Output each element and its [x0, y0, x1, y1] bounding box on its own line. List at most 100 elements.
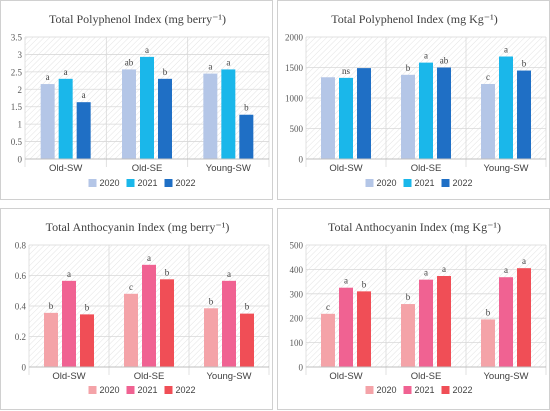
y-tick-label: 400: [290, 265, 304, 275]
legend-swatch: [441, 179, 450, 187]
y-tick-label: 3: [18, 50, 23, 60]
significance-label: ab: [440, 56, 449, 66]
bar: [160, 279, 174, 367]
significance-label: a: [46, 72, 50, 82]
legend-swatch: [403, 179, 412, 187]
significance-label: a: [145, 45, 149, 55]
bar: [221, 69, 236, 159]
x-tick-label: Young-SW: [206, 163, 251, 174]
legend-label: 2020: [100, 385, 120, 395]
x-tick-label: Old-SW: [329, 371, 362, 382]
y-tick-label: 500: [290, 241, 304, 251]
significance-label: b: [244, 103, 249, 113]
chart-panel-anthocyanin-berry: Total Anthocyanin Index (mg berry⁻¹) 0 0.2…: [0, 208, 273, 410]
legend-label: 2022: [176, 178, 196, 188]
chart-svg: Total Anthocyanin Index (mg Kg⁻¹) 0 100 200…: [290, 220, 547, 395]
chart-svg: Total Polyphenol Index (mg Kg⁻¹) 0 500 1000…: [285, 12, 547, 188]
significance-label: a: [504, 265, 508, 275]
significance-label: a: [67, 269, 71, 279]
bar: [142, 264, 156, 367]
bar: [481, 83, 495, 159]
bar: [517, 268, 531, 367]
y-tick-label: 0.5: [11, 137, 23, 147]
legend-label: 2022: [453, 385, 473, 395]
bar: [401, 74, 415, 159]
significance-label: b: [522, 59, 527, 69]
significance-label: a: [227, 269, 231, 279]
bar: [76, 102, 91, 159]
chart-title: Total Anthocyanin Index (mg berry⁻¹): [46, 220, 230, 234]
x-tick-label: Old-SW: [52, 371, 85, 382]
bar: [203, 73, 218, 159]
significance-label: b: [486, 307, 491, 317]
x-tick-label: Old-SE: [132, 163, 163, 174]
chart-panel-polyphenol-berry: Total Polyphenol Index (mg berry⁻¹) 0 0.5 1…: [0, 0, 273, 200]
legend-label: 2020: [377, 385, 397, 395]
legend-swatch: [126, 386, 135, 394]
bar: [124, 293, 138, 367]
bar: [240, 313, 254, 367]
bar: [222, 280, 236, 367]
bar: [321, 77, 335, 159]
bar: [40, 84, 55, 159]
bar: [58, 78, 73, 159]
y-tick-label: 0: [18, 155, 23, 165]
legend-label: 2021: [415, 385, 435, 395]
significance-label: a: [442, 264, 446, 274]
legend-label: 2020: [100, 178, 120, 188]
significance-label: a: [344, 276, 348, 286]
y-tick-label: 0: [22, 363, 27, 373]
significance-label: a: [504, 45, 508, 55]
significance-label: b: [362, 279, 367, 289]
y-tick-label: 1.5: [11, 102, 23, 112]
legend-swatch: [403, 386, 412, 394]
y-tick-label: 0: [299, 155, 304, 165]
chart-title: Total Anthocyanin Index (mg Kg⁻¹): [328, 220, 501, 234]
significance-label: b: [209, 296, 214, 306]
significance-label: b: [49, 301, 54, 311]
bar: [140, 56, 154, 159]
legend-swatch: [365, 386, 374, 394]
y-tick-label: 0: [299, 363, 304, 373]
significance-label: ns: [342, 66, 351, 76]
bar: [481, 319, 495, 367]
bar: [499, 56, 513, 159]
significance-label: a: [82, 90, 86, 100]
significance-label: c: [129, 282, 133, 292]
significance-label: c: [486, 72, 490, 82]
bar: [357, 68, 371, 159]
legend-label: 2022: [176, 385, 196, 395]
significance-label: a: [226, 57, 230, 67]
y-tick-label: 300: [290, 289, 304, 299]
y-tick-label: 0.4: [15, 302, 27, 312]
y-tick-label: 100: [290, 338, 304, 348]
legend-swatch: [365, 179, 374, 187]
significance-label: a: [147, 253, 151, 263]
legend-swatch: [88, 386, 97, 394]
legend-swatch: [126, 179, 135, 187]
significance-label: ab: [125, 57, 134, 67]
x-tick-label: Old-SE: [411, 163, 442, 174]
significance-label: b: [406, 63, 411, 73]
chart-svg: Total Anthocyanin Index (mg berry⁻¹) 0 0.2…: [15, 220, 270, 395]
y-tick-label: 1: [18, 120, 23, 130]
y-tick-label: 0.2: [15, 332, 26, 342]
chart-panel-polyphenol-kg: Total Polyphenol Index (mg Kg⁻¹) 0 500 1000…: [277, 0, 550, 200]
bar: [499, 277, 513, 367]
y-tick-label: 0.8: [15, 241, 27, 251]
y-tick-label: 2000: [285, 33, 304, 43]
bar: [239, 114, 254, 159]
significance-label: a: [208, 62, 212, 72]
bar: [321, 313, 335, 367]
significance-label: b: [163, 67, 168, 77]
x-tick-label: Old-SE: [134, 371, 165, 382]
significance-label: a: [424, 268, 428, 278]
y-tick-label: 200: [290, 314, 304, 324]
bar: [122, 69, 136, 159]
y-tick-label: 2.5: [11, 67, 23, 77]
significance-label: a: [424, 51, 428, 61]
chart-panel-anthocyanin-kg: Total Anthocyanin Index (mg Kg⁻¹) 0 100 200…: [277, 208, 550, 410]
legend-swatch: [88, 179, 97, 187]
chart-svg: Total Polyphenol Index (mg berry⁻¹) 0 0.5 1…: [11, 12, 270, 188]
y-tick-label: 500: [290, 124, 304, 134]
